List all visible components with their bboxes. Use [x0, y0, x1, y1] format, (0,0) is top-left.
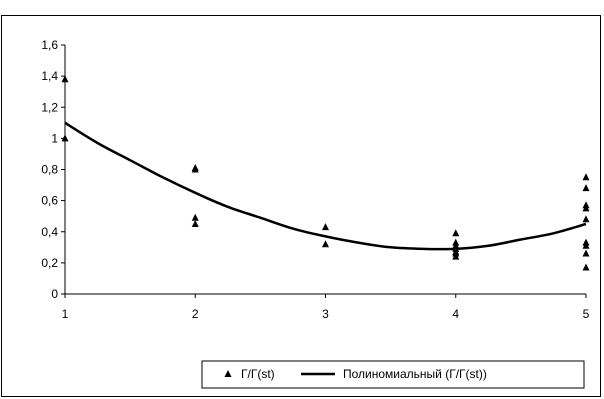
legend-label-scatter: Г/Г(st)	[241, 367, 275, 381]
x-tick-label: 2	[192, 307, 199, 321]
data-point-triangle	[582, 173, 590, 181]
data-point-triangle	[191, 165, 199, 173]
legend-label-trendline: Полиномиальный (Г/Г(st))	[343, 367, 487, 381]
data-point-triangle	[582, 241, 590, 249]
data-point-triangle	[322, 240, 329, 248]
chart-svg: 0 0,2 0,4 0,6 0,8 1 1,2 1,4 1,6 1 2 3 4 5 Г/Г(st) По…	[41, 38, 590, 389]
y-tick-label: 1,6	[41, 38, 58, 52]
data-point-triangle	[582, 184, 590, 192]
y-tick-label: 1	[51, 131, 58, 145]
y-tick-label: 1,4	[41, 69, 58, 83]
data-point-triangle	[582, 204, 590, 212]
legend-box	[201, 360, 585, 389]
data-point-triangle	[582, 263, 590, 271]
x-ticks: 1 2 3 4 5	[62, 294, 590, 321]
data-point-triangle	[582, 249, 590, 257]
trendline	[64, 121, 587, 251]
x-tick-label: 4	[452, 307, 459, 321]
data-point-triangle	[452, 252, 460, 260]
chart-frame: 0 0,2 0,4 0,6 0,8 1 1,2 1,4 1,6 1 2 3 4 5 Г/Г(st) По…	[1, 15, 601, 397]
y-tick-label: 0,2	[41, 256, 58, 270]
y-tick-label: 0,4	[41, 225, 58, 239]
y-ticks: 0 0,2 0,4 0,6 0,8 1 1,2 1,4 1,6	[41, 38, 65, 301]
y-tick-label: 1,2	[41, 100, 58, 114]
x-tick-label: 3	[322, 307, 329, 321]
legend: Г/Г(st) Полиномиальный (Г/Г(st))	[201, 360, 585, 389]
y-tick-label: 0,6	[41, 194, 58, 208]
data-point-triangle	[582, 215, 590, 223]
data-point-triangle	[452, 229, 460, 237]
data-point-triangle	[322, 223, 329, 231]
plot-area: 0 0,2 0,4 0,6 0,8 1 1,2 1,4 1,6 1 2 3 4 5	[41, 38, 589, 321]
y-tick-label: 0,8	[41, 163, 58, 177]
legend-marker-triangle	[224, 370, 232, 377]
data-point-triangle	[191, 213, 199, 221]
data-point-triangle	[61, 134, 69, 142]
x-tick-label: 5	[583, 307, 590, 321]
data-points	[61, 75, 590, 271]
x-tick-label: 1	[62, 307, 69, 321]
data-point-triangle	[191, 219, 199, 227]
y-tick-label: 0	[51, 287, 58, 301]
data-point-triangle	[61, 75, 69, 83]
